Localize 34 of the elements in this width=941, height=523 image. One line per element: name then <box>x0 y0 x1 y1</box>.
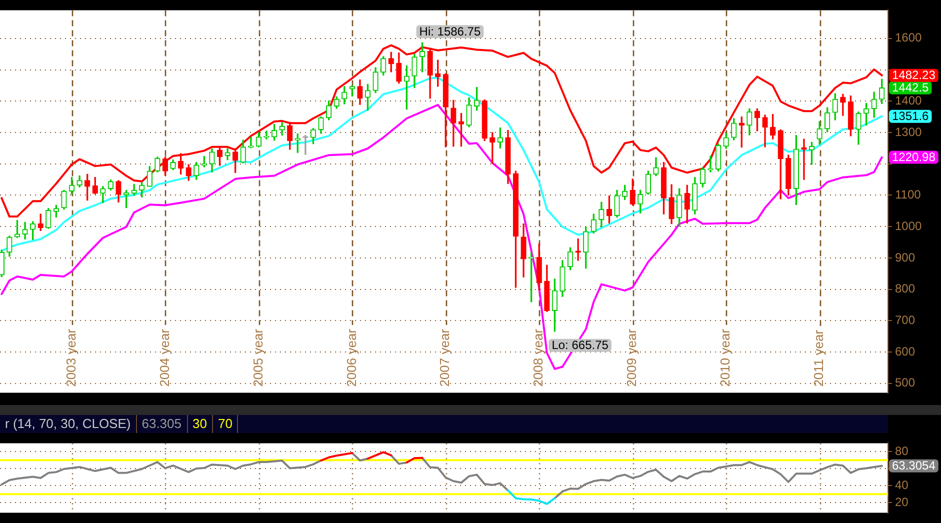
data-label: 1220.98 <box>892 150 936 164</box>
y-tick-label: 800 <box>895 282 916 296</box>
x-tick-label: 2004 year <box>156 328 172 387</box>
data-label: 1351.6 <box>892 109 930 124</box>
text: 1442.5 <box>892 80 929 95</box>
y-tick-label: 20 <box>895 494 909 509</box>
x-tick-label: 2011 year <box>811 329 826 387</box>
y-tick-label: 1100 <box>895 188 922 202</box>
x-tick-label: 2009 year <box>624 328 640 387</box>
x-tick-label: 2008 year <box>530 328 546 387</box>
y-tick-label: 900 <box>895 250 916 264</box>
y-tick-label: 1000 <box>895 218 922 233</box>
data-label: 1482.23 <box>892 68 936 82</box>
x-tick-label: 2010 year <box>718 328 733 387</box>
candlestick <box>302 135 308 155</box>
y-tick-label: 1300 <box>895 124 922 139</box>
y-tick-label: 1600 <box>895 30 922 45</box>
y-tick-label: 1400 <box>895 93 922 108</box>
y-tick-label: 700 <box>895 312 916 327</box>
data-label: 63.3054 <box>892 458 936 473</box>
annotation: Lo: 665.75 <box>552 338 609 352</box>
x-tick-label: 2005 year <box>250 328 266 387</box>
annotation: Hi: 1586.75 <box>419 24 481 38</box>
y-tick-label: 80 <box>895 444 909 458</box>
ref-line-label: 70 <box>212 415 238 433</box>
chart-title: r (14, 70, 30, CLOSE) <box>0 415 137 433</box>
text: 63.305 <box>136 415 188 433</box>
ref-line-label: 30 <box>188 415 213 433</box>
y-tick-label: 500 <box>895 376 916 390</box>
x-tick-label: 2003 year <box>63 328 78 387</box>
x-tick-label: 2007 year <box>437 328 452 387</box>
y-tick-label: 600 <box>895 344 916 358</box>
x-tick-label: 2006 year <box>344 328 359 387</box>
y-tick-label: 40 <box>895 478 909 492</box>
